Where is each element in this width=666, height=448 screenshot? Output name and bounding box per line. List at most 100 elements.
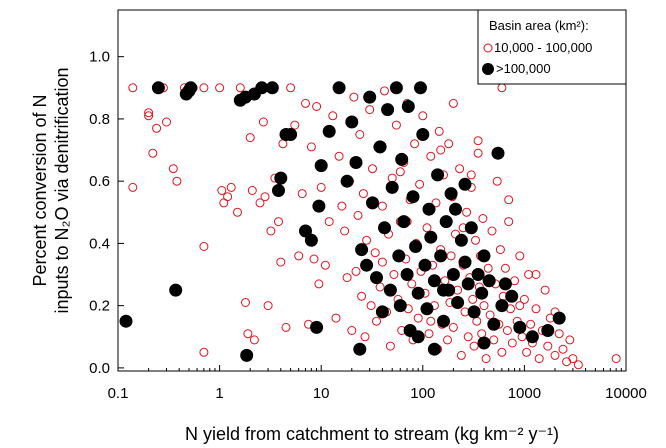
- data-point-over-100000: [451, 296, 465, 309]
- data-point-10000-100000: [410, 139, 420, 149]
- axes: 0.1 1 10 100 1000 10000 0.0 0.2 0.4 0.6 0.8 1.0: [89, 49, 647, 402]
- data-point-over-100000: [360, 258, 374, 272]
- data-point-over-100000: [541, 324, 555, 337]
- data-point-10000-100000: [385, 341, 395, 351]
- data-point-10000-100000: [351, 266, 361, 276]
- data-point-10000-100000: [473, 136, 483, 146]
- data-point-10000-100000: [487, 226, 497, 236]
- data-point-10000-100000: [233, 207, 242, 217]
- data-point-over-100000: [498, 277, 512, 291]
- data-point-10000-100000: [217, 186, 227, 195]
- data-point-over-100000: [274, 171, 288, 185]
- data-point-over-100000: [418, 258, 432, 272]
- data-point-10000-100000: [306, 142, 316, 152]
- y-tick-label: 0.2: [89, 298, 110, 315]
- data-point-over-100000: [314, 159, 328, 173]
- data-point-over-100000: [434, 249, 448, 263]
- data-point-10000-100000: [413, 313, 423, 323]
- data-point-10000-100000: [472, 316, 482, 326]
- data-point-10000-100000: [534, 354, 544, 364]
- data-point-10000-100000: [290, 120, 300, 130]
- data-point-10000-100000: [276, 257, 286, 267]
- data-point-10000-100000: [455, 164, 465, 174]
- data-point-10000-100000: [266, 226, 276, 236]
- data-point-over-100000: [366, 196, 379, 210]
- data-point-over-100000: [370, 271, 383, 285]
- data-point-10000-100000: [434, 126, 444, 136]
- data-point-over-100000: [373, 140, 387, 154]
- data-point-10000-100000: [355, 130, 365, 139]
- data-point-10000-100000: [611, 354, 621, 364]
- data-point-10000-100000: [258, 117, 268, 127]
- data-point-over-100000: [458, 177, 472, 191]
- data-point-10000-100000: [485, 310, 495, 320]
- series-over-100000: [119, 81, 566, 362]
- data-point-over-100000: [381, 103, 395, 117]
- y-tick-label: 0.8: [89, 111, 110, 128]
- data-point-10000-100000: [316, 182, 326, 192]
- data-point-10000-100000: [500, 263, 510, 273]
- y-tick-label: 0.4: [89, 235, 110, 252]
- data-point-10000-100000: [424, 329, 434, 339]
- legend-box: [477, 9, 627, 85]
- legend-marker-black-filled: [482, 63, 494, 75]
- data-point-10000-100000: [199, 83, 209, 93]
- data-point-over-100000: [392, 249, 406, 263]
- data-point-over-100000: [427, 274, 441, 288]
- data-point-10000-100000: [489, 335, 499, 345]
- data-point-10000-100000: [573, 360, 583, 370]
- data-point-over-100000: [349, 156, 363, 169]
- data-point-over-100000: [422, 202, 436, 216]
- data-point-over-100000: [119, 314, 133, 328]
- data-point-10000-100000: [342, 273, 352, 283]
- data-point-over-100000: [458, 255, 472, 269]
- data-point-10000-100000: [448, 322, 458, 332]
- data-point-10000-100000: [380, 86, 389, 96]
- y-axis-title-line-2: inputs to N₂O via denitrification: [52, 67, 72, 313]
- data-point-10000-100000: [362, 235, 372, 245]
- data-point-10000-100000: [466, 170, 476, 180]
- data-point-10000-100000: [349, 92, 359, 102]
- data-point-10000-100000: [128, 83, 138, 93]
- data-point-10000-100000: [456, 350, 466, 360]
- data-point-10000-100000: [162, 117, 171, 127]
- data-point-over-100000: [272, 184, 285, 197]
- data-point-10000-100000: [215, 83, 225, 93]
- data-point-10000-100000: [492, 176, 502, 186]
- x-axis-title: N yield from catchment to stream (kg km⁻…: [185, 424, 559, 444]
- data-point-over-100000: [487, 317, 501, 331]
- data-point-over-100000: [393, 299, 407, 313]
- data-point-10000-100000: [249, 335, 259, 345]
- data-point-10000-100000: [360, 332, 370, 342]
- data-point-over-100000: [353, 342, 367, 356]
- data-point-10000-100000: [497, 83, 507, 93]
- data-point-over-100000: [409, 240, 423, 253]
- data-point-10000-100000: [334, 151, 344, 161]
- data-point-10000-100000: [468, 294, 478, 304]
- data-point-10000-100000: [144, 108, 154, 118]
- x-tick-label: 1000: [508, 385, 541, 402]
- data-point-10000-100000: [443, 335, 452, 345]
- data-point-10000-100000: [415, 179, 425, 189]
- data-point-10000-100000: [431, 198, 441, 208]
- data-point-over-100000: [525, 330, 539, 344]
- data-point-10000-100000: [243, 329, 253, 339]
- data-point-over-100000: [304, 233, 318, 247]
- data-point-10000-100000: [372, 316, 381, 326]
- data-point-10000-100000: [370, 248, 380, 258]
- data-point-10000-100000: [128, 182, 138, 192]
- data-point-over-100000: [299, 224, 312, 238]
- data-point-10000-100000: [389, 270, 399, 279]
- data-point-10000-100000: [462, 207, 472, 217]
- data-point-10000-100000: [353, 210, 363, 220]
- data-point-10000-100000: [479, 301, 489, 311]
- data-point-10000-100000: [524, 270, 534, 279]
- data-point-over-100000: [491, 146, 505, 160]
- data-point-over-100000: [265, 81, 279, 95]
- data-point-over-100000: [363, 90, 377, 104]
- data-point-over-100000: [284, 128, 298, 141]
- data-point-10000-100000: [144, 111, 154, 121]
- data-point-10000-100000: [463, 332, 473, 342]
- data-point-10000-100000: [223, 192, 233, 202]
- data-point-10000-100000: [395, 167, 405, 177]
